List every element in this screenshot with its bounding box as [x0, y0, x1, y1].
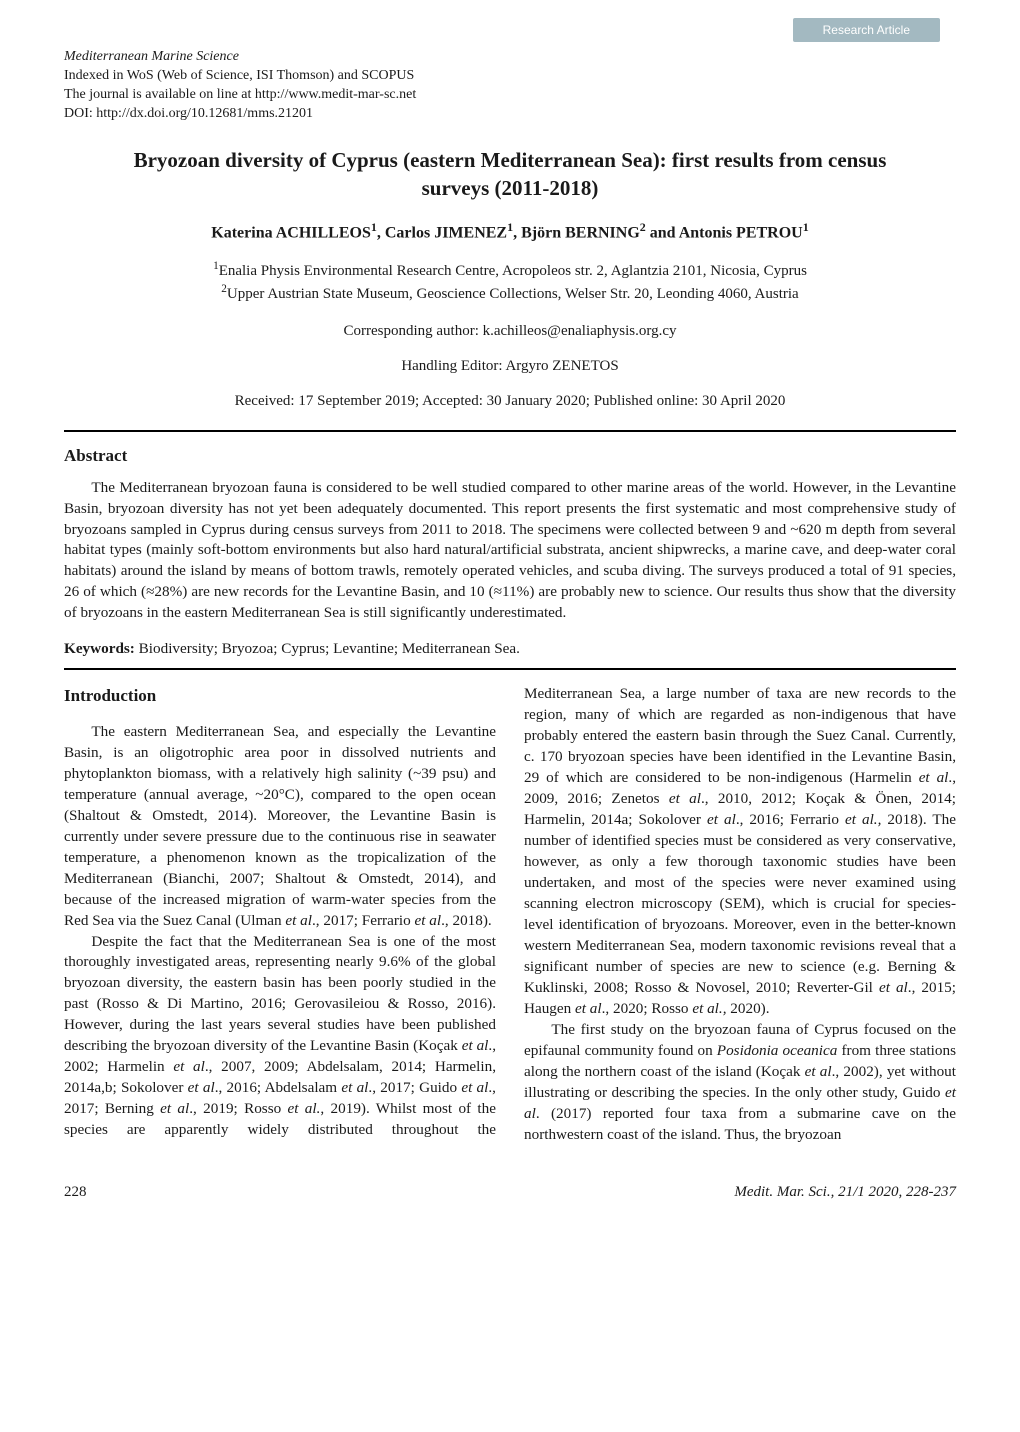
- journal-doi: DOI: http://dx.doi.org/10.12681/mms.2120…: [64, 105, 956, 124]
- abstract-heading: Abstract: [64, 446, 956, 466]
- rule-top: [64, 430, 956, 432]
- journal-indexed: Indexed in WoS (Web of Science, ISI Thom…: [64, 67, 956, 86]
- footer-citation: Medit. Mar. Sci., 21/1 2020, 228-237: [734, 1184, 956, 1201]
- journal-availability: The journal is available on line at http…: [64, 86, 956, 105]
- journal-meta: Mediterranean Marine Science Indexed in …: [64, 48, 956, 124]
- authors: Katerina ACHILLEOS1, Carlos JIMENEZ1, Bj…: [64, 220, 956, 242]
- page-number: 228: [64, 1184, 87, 1201]
- rule-bottom: [64, 668, 956, 670]
- page-footer: 228 Medit. Mar. Sci., 21/1 2020, 228-237: [64, 1184, 956, 1201]
- affiliation-1: 1Enalia Physis Environmental Research Ce…: [64, 259, 956, 282]
- corresponding-author: Corresponding author: k.achilleos@enalia…: [64, 323, 956, 340]
- affiliation-2: 2Upper Austrian State Museum, Geoscience…: [64, 282, 956, 305]
- abstract-text: The Mediterranean bryozoan fauna is cons…: [64, 478, 956, 625]
- introduction-heading: Introduction: [64, 684, 496, 707]
- keywords-text: Biodiversity; Bryozoa; Cyprus; Levantine…: [135, 640, 520, 657]
- journal-name: Mediterranean Marine Science: [64, 48, 956, 67]
- keywords: Keywords: Biodiversity; Bryozoa; Cyprus;…: [64, 640, 956, 658]
- intro-p3: The first study on the bryozoan fauna of…: [524, 1020, 956, 1146]
- article-type-badge: Research Article: [793, 18, 940, 42]
- handling-editor: Handling Editor: Argyro ZENETOS: [64, 358, 956, 375]
- keywords-label: Keywords:: [64, 640, 135, 657]
- body-columns: Introduction The eastern Mediterranean S…: [64, 684, 956, 1145]
- page: Research Article Mediterranean Marine Sc…: [0, 0, 1020, 1251]
- article-title: Bryozoan diversity of Cyprus (eastern Me…: [104, 146, 916, 203]
- intro-p1: The eastern Mediterranean Sea, and espec…: [64, 722, 496, 932]
- affiliations: 1Enalia Physis Environmental Research Ce…: [64, 259, 956, 305]
- article-dates: Received: 17 September 2019; Accepted: 3…: [64, 393, 956, 410]
